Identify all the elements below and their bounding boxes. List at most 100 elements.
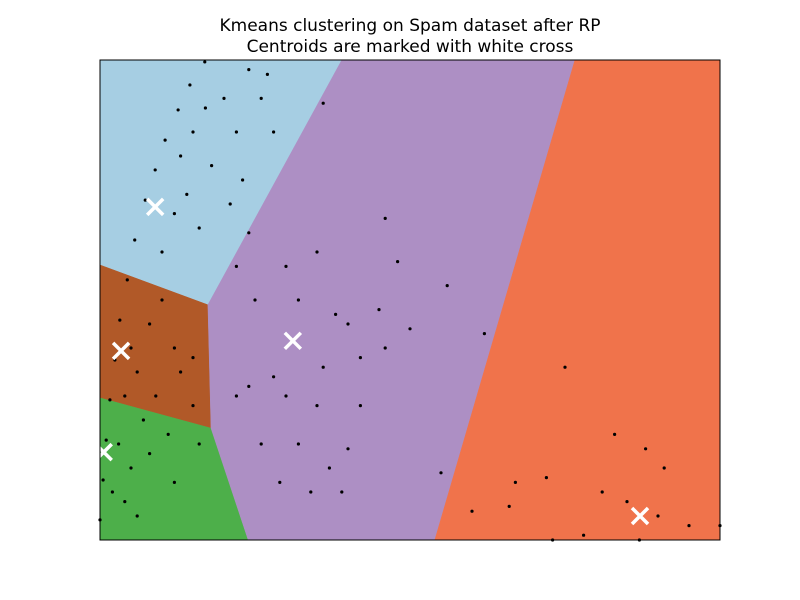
data-point <box>191 356 195 360</box>
data-point <box>396 260 400 264</box>
data-point <box>377 308 381 312</box>
data-point <box>129 466 133 470</box>
data-point <box>600 490 604 494</box>
data-point <box>284 264 288 268</box>
data-point <box>191 130 195 134</box>
plot-area <box>94 59 722 542</box>
data-point <box>507 504 511 508</box>
data-point <box>163 138 167 142</box>
data-point <box>470 509 474 513</box>
data-point <box>613 432 617 436</box>
data-point <box>309 490 313 494</box>
data-point <box>321 365 325 369</box>
data-point <box>408 327 412 331</box>
data-point <box>188 83 192 87</box>
data-point <box>197 226 201 230</box>
data-point <box>135 514 139 518</box>
data-point <box>247 384 251 388</box>
data-point <box>247 231 251 235</box>
data-point <box>172 346 176 350</box>
data-point <box>154 394 158 398</box>
data-point <box>160 250 164 254</box>
data-point <box>315 404 319 408</box>
data-point <box>110 490 114 494</box>
data-point <box>234 264 238 268</box>
centroid <box>283 331 303 351</box>
data-point <box>340 490 344 494</box>
data-point <box>439 471 443 475</box>
data-point <box>191 404 195 408</box>
data-point <box>228 202 232 206</box>
data-point <box>296 442 300 446</box>
data-point <box>141 418 145 422</box>
data-point <box>321 101 325 105</box>
data-point <box>125 278 129 282</box>
centroid <box>94 442 113 462</box>
data-point <box>203 106 207 110</box>
data-point <box>544 476 549 480</box>
data-point <box>259 96 263 100</box>
data-point <box>334 312 338 316</box>
data-point <box>662 466 666 470</box>
data-point <box>383 346 387 350</box>
data-point <box>482 332 486 336</box>
data-point <box>253 298 257 302</box>
chart-title: Kmeans clustering on Spam dataset after … <box>219 16 600 36</box>
data-point <box>185 192 189 196</box>
data-point <box>358 404 362 408</box>
data-point <box>687 524 691 528</box>
data-point <box>563 365 567 369</box>
data-point <box>346 447 350 451</box>
data-point <box>166 432 170 436</box>
data-point <box>234 130 238 134</box>
data-point <box>143 198 147 202</box>
data-point <box>179 370 183 374</box>
data-point <box>160 298 164 302</box>
data-point <box>179 154 183 158</box>
chart-subtitle: Centroids are marked with white cross <box>247 37 574 57</box>
data-point <box>346 322 350 326</box>
data-point <box>129 346 133 350</box>
data-point <box>241 178 245 182</box>
data-point <box>101 478 105 482</box>
data-point <box>234 394 238 398</box>
data-point <box>135 370 139 374</box>
data-point <box>153 168 157 172</box>
data-point <box>265 72 269 76</box>
centroid <box>111 341 131 361</box>
data-point <box>118 318 122 322</box>
data-point <box>203 60 207 64</box>
centroid <box>630 506 650 526</box>
data-point <box>296 298 300 302</box>
data-point <box>247 68 251 72</box>
data-point <box>259 442 263 446</box>
data-point <box>148 452 152 456</box>
data-point <box>625 500 629 504</box>
data-point <box>272 130 276 134</box>
data-point <box>210 164 214 168</box>
data-point <box>656 514 660 518</box>
data-point <box>278 480 282 484</box>
data-point <box>133 238 137 242</box>
data-point <box>327 466 331 470</box>
data-point <box>197 442 201 446</box>
data-point <box>123 500 127 504</box>
data-point <box>222 96 226 100</box>
data-point <box>582 533 586 537</box>
data-point <box>383 216 387 220</box>
data-point <box>104 438 108 442</box>
data-point <box>148 322 152 326</box>
data-point <box>445 284 449 288</box>
data-point <box>172 480 176 484</box>
data-point <box>272 375 276 379</box>
data-point <box>644 447 648 451</box>
data-point <box>108 398 112 402</box>
data-point <box>117 442 121 446</box>
data-point <box>172 212 176 216</box>
data-point <box>315 250 319 254</box>
data-point <box>513 480 518 484</box>
data-point <box>284 394 288 398</box>
data-point <box>123 394 127 398</box>
